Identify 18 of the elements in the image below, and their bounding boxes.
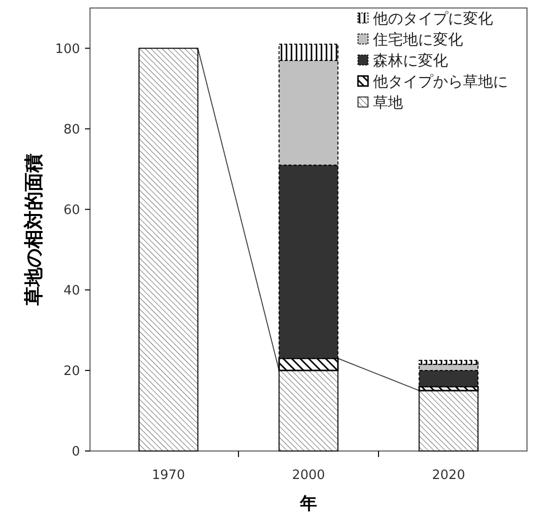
legend-label: 他タイプから草地に [373,72,508,91]
y-tick-label: 0 [72,444,80,460]
bar [138,48,198,452]
bar [418,390,478,452]
y-tick-label: 20 [63,364,80,380]
y-tick-label: 100 [55,42,80,57]
legend-label: 森林に変化 [373,52,448,70]
y-tick-label: 80 [63,122,80,138]
legend-label: 草地 [373,94,403,112]
x-tick-label: 1970 [152,468,185,483]
x-tick-label: 2020 [432,468,466,483]
legend-label: 他のタイプに変化 [373,10,493,28]
x-axis-title: 年 [299,494,317,514]
y-tick-label: 60 [63,202,80,218]
y-axis-title: 草地の相対的面積 [23,154,45,306]
legend-label: 住宅地に変化 [372,30,463,49]
x-tick-label: 2000 [292,468,326,483]
y-tick-label: 40 [63,283,80,298]
